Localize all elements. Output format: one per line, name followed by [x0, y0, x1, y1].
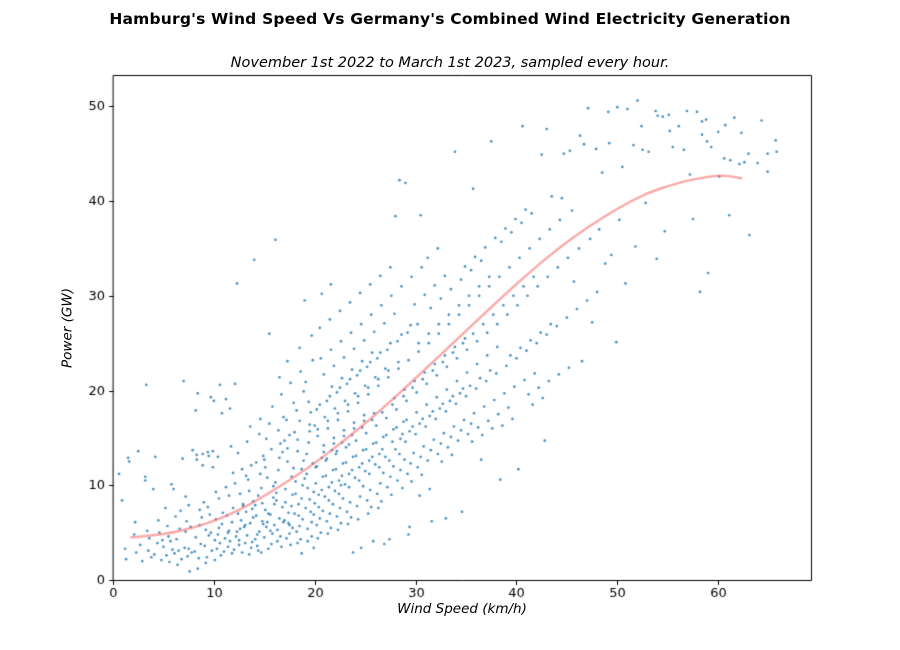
y-axis-label: Power (GW) [59, 288, 76, 368]
x-axis-label: Wind Speed (km/h) [397, 601, 527, 617]
